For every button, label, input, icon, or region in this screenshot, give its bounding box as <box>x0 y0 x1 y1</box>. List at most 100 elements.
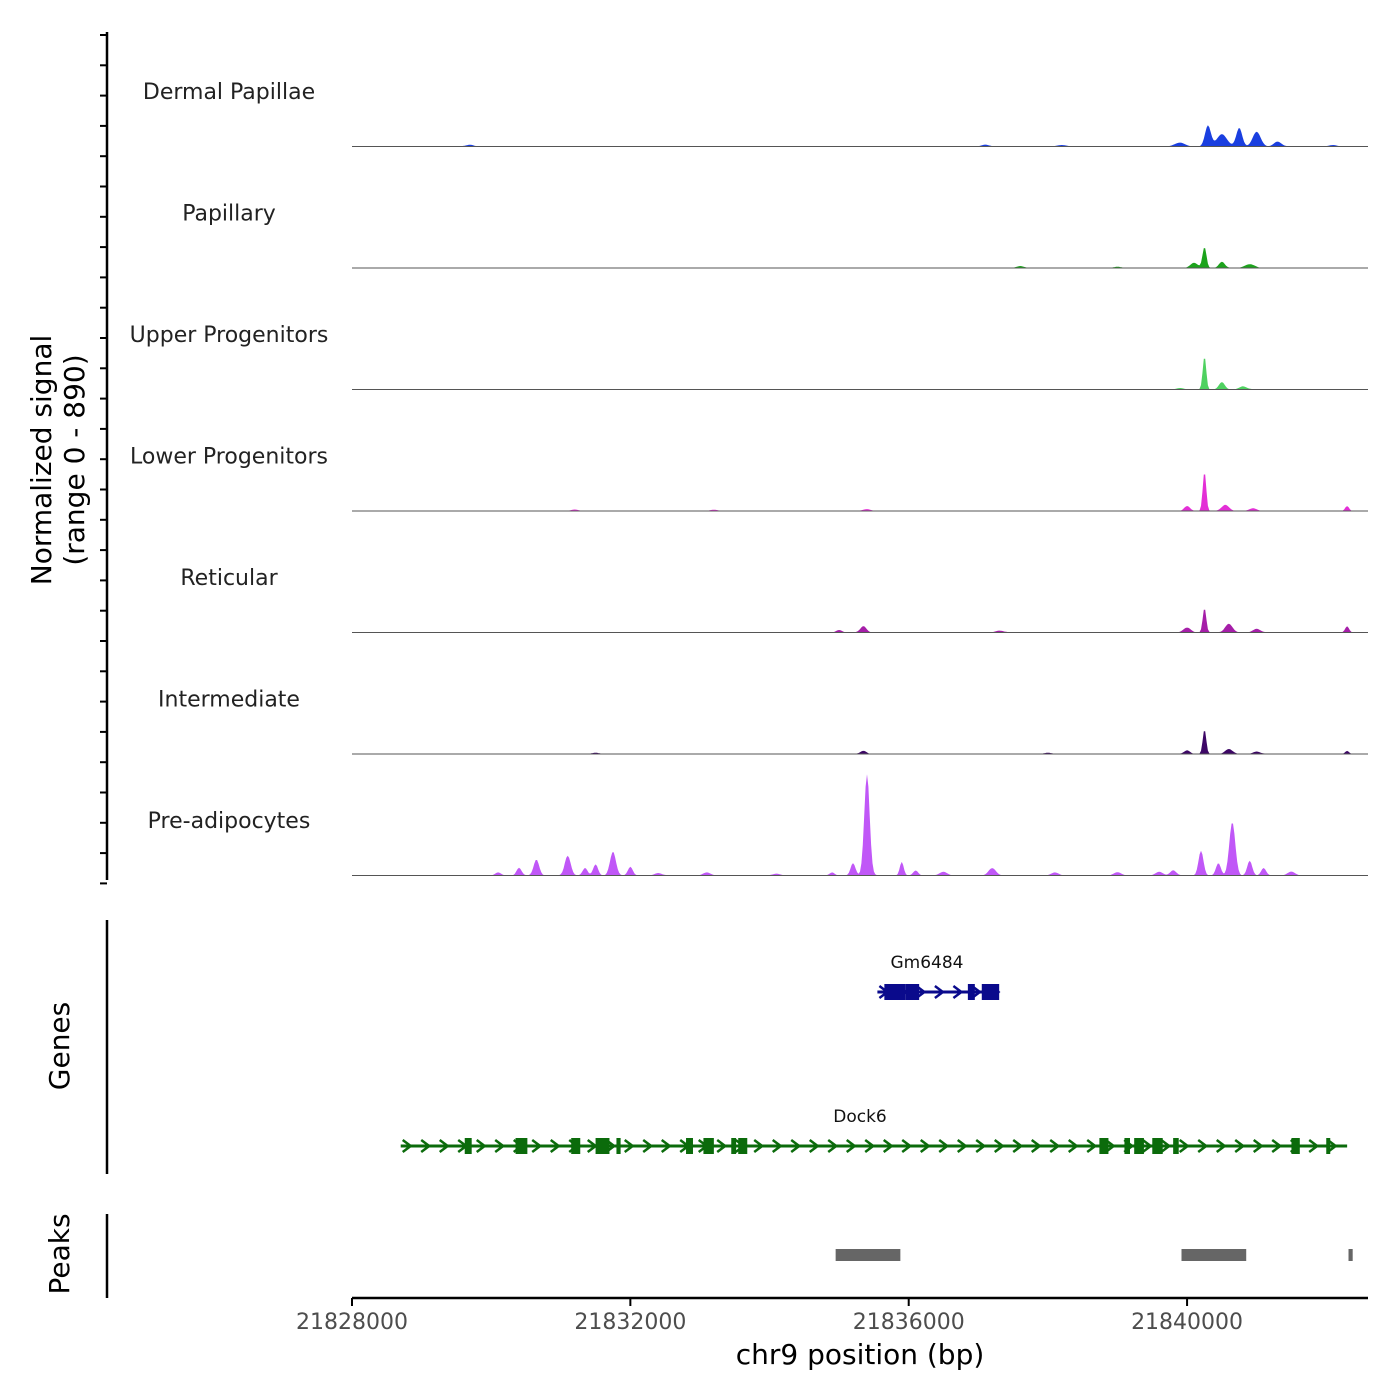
strand-chevron <box>623 1139 635 1153</box>
track-label-intermediate: Intermediate <box>158 688 300 713</box>
x-tick-label: 21836000 <box>853 1310 965 1335</box>
strand-chevron <box>716 1139 728 1153</box>
coverage-area-lower-progenitors <box>352 474 1355 511</box>
track-label-pre-adipocytes: Pre-adipocytes <box>148 809 311 834</box>
track-lower-progenitors: Lower Progenitors <box>130 445 1368 512</box>
strand-chevron <box>475 1139 487 1153</box>
exon <box>1099 1138 1109 1154</box>
x-tick-label: 21840000 <box>1131 1310 1243 1335</box>
strand-chevron <box>1049 1139 1061 1153</box>
strand-chevron <box>934 985 945 999</box>
strand-chevron <box>1326 1139 1338 1153</box>
strand-chevron <box>401 1139 413 1153</box>
coverage-y-title: Normalized signal <box>25 335 58 586</box>
coverage-tracks: Dermal Papillae Papillary Upper Progenitor… <box>130 80 1368 876</box>
strand-chevron <box>1234 1139 1246 1153</box>
exon <box>1291 1138 1300 1154</box>
peak-regions <box>835 1249 1353 1261</box>
track-papillary: Papillary <box>182 202 1368 269</box>
exon <box>905 984 913 1000</box>
exon <box>595 1138 610 1154</box>
peak-region <box>1348 1249 1353 1261</box>
coverage-area-papillary <box>352 248 1355 268</box>
strand-chevron <box>1030 1139 1042 1153</box>
x-tick-label: 21832000 <box>574 1310 686 1335</box>
strand-chevron <box>808 1139 820 1153</box>
coverage-area-pre-adipocytes <box>352 774 1355 876</box>
strand-chevron <box>993 1139 1005 1153</box>
exon <box>515 1138 528 1154</box>
strand-chevron <box>531 1139 543 1153</box>
strand-chevron <box>827 1139 839 1153</box>
coverage-area-upper-progenitors <box>352 358 1355 390</box>
strand-chevron <box>952 985 964 999</box>
strand-chevron <box>956 1139 968 1153</box>
exon <box>686 1138 693 1154</box>
coverage-y-ticks <box>100 34 107 885</box>
strand-chevron <box>1067 1139 1079 1153</box>
coverage-area-dermal-papillae <box>352 125 1355 147</box>
x-axis-title: chr9 position (bp) <box>736 1338 985 1371</box>
exon <box>616 1138 621 1154</box>
track-dermal-papillae: Dermal Papillae <box>143 80 1368 147</box>
strand-chevron <box>919 1139 931 1153</box>
track-reticular: Reticular <box>180 566 1368 633</box>
exon <box>1124 1138 1131 1154</box>
exon <box>981 984 1000 1000</box>
coverage-area-intermediate <box>352 731 1355 754</box>
strand-chevron <box>549 1139 561 1153</box>
strand-chevron <box>753 1139 765 1153</box>
track-label-dermal-papillae: Dermal Papillae <box>143 80 315 105</box>
gene-label-dock6: Dock6 <box>833 1107 887 1127</box>
exon <box>1326 1138 1331 1154</box>
strand-chevron <box>975 1139 987 1153</box>
gene-gm6484 <box>877 984 1001 1000</box>
strand-chevron <box>1197 1139 1209 1153</box>
strand-chevron <box>1141 1139 1153 1153</box>
gene-label-gm6484: Gm6484 <box>891 953 964 973</box>
gene-dock6 <box>400 1138 1348 1154</box>
exon <box>967 984 975 1000</box>
exon <box>1152 1138 1163 1154</box>
strand-chevron <box>938 1139 950 1153</box>
strand-chevron <box>438 1139 450 1153</box>
strand-chevron <box>1160 1139 1172 1153</box>
strand-chevron <box>1252 1139 1264 1153</box>
strand-chevron <box>790 1139 802 1153</box>
strand-chevron <box>660 1139 672 1153</box>
track-label-papillary: Papillary <box>182 202 276 227</box>
track-label-upper-progenitors: Upper Progenitors <box>130 323 329 348</box>
exon <box>738 1138 748 1154</box>
exon <box>703 1138 714 1154</box>
strand-chevron <box>420 1139 432 1153</box>
track-label-reticular: Reticular <box>180 566 278 591</box>
coverage-area-reticular <box>352 609 1355 633</box>
strand-chevron <box>845 1139 857 1153</box>
strand-chevron <box>771 1139 783 1153</box>
exon <box>908 984 920 1000</box>
coverage-y-range: (range 0 - 890) <box>58 354 91 565</box>
track-upper-progenitors: Upper Progenitors <box>130 323 1368 390</box>
track-label-lower-progenitors: Lower Progenitors <box>130 445 328 470</box>
strand-chevron <box>494 1139 506 1153</box>
exon <box>464 1138 472 1154</box>
genes-title: Genes <box>43 1002 76 1090</box>
strand-chevron <box>1271 1139 1283 1153</box>
gene-annotations: Gm6484 Dock6 <box>400 953 1348 1154</box>
track-pre-adipocytes: Pre-adipocytes <box>148 774 1368 876</box>
exon <box>731 1138 737 1154</box>
strand-chevron <box>1215 1139 1227 1153</box>
track-intermediate: Intermediate <box>158 688 1368 755</box>
peak-region <box>1181 1249 1247 1261</box>
strand-chevron <box>901 1139 913 1153</box>
exon <box>884 984 906 1000</box>
x-axis-ticks: 21828000 21832000 21836000 21840000 <box>296 1298 1243 1335</box>
exon <box>1134 1138 1144 1154</box>
strand-chevron <box>864 1139 876 1153</box>
strand-chevron <box>882 1139 894 1153</box>
strand-chevron <box>1012 1139 1024 1153</box>
x-tick-label: 21828000 <box>296 1310 408 1335</box>
strand-chevron <box>1178 1139 1190 1153</box>
exon <box>571 1138 581 1154</box>
